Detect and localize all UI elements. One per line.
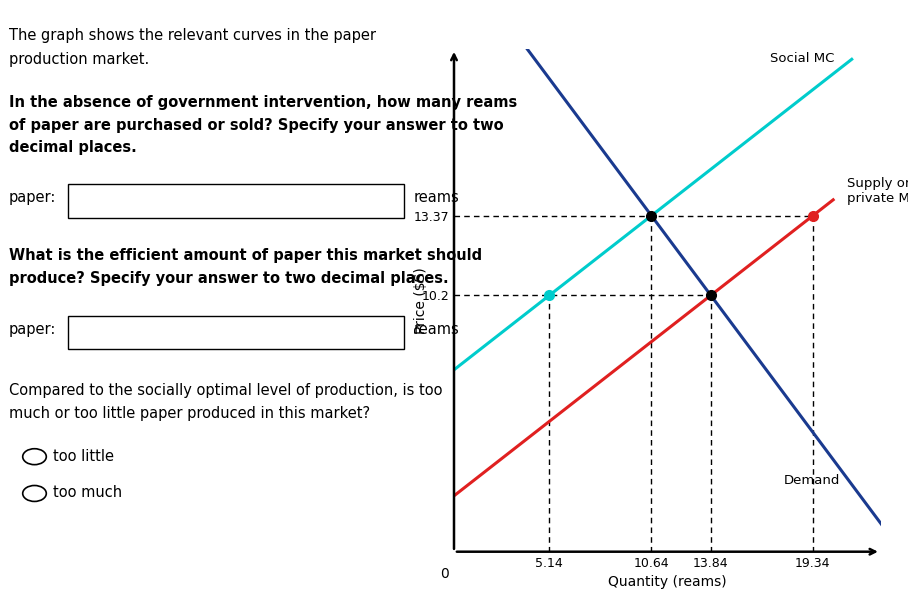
Text: decimal places.: decimal places. — [9, 140, 137, 155]
Text: paper:: paper: — [9, 190, 56, 205]
Text: too much: too much — [53, 485, 122, 500]
Text: In the absence of government intervention, how many reams: In the absence of government interventio… — [9, 95, 518, 110]
Text: 0: 0 — [439, 567, 449, 581]
Text: Supply or
private MC: Supply or private MC — [847, 177, 908, 205]
X-axis label: Quantity (reams): Quantity (reams) — [608, 575, 726, 589]
Text: Social MC: Social MC — [770, 52, 834, 66]
Text: What is the efficient amount of paper this market should: What is the efficient amount of paper th… — [9, 248, 482, 263]
Text: Demand: Demand — [784, 474, 840, 487]
Text: paper:: paper: — [9, 322, 56, 337]
Text: of paper are purchased or sold? Specify your answer to two: of paper are purchased or sold? Specify … — [9, 118, 504, 132]
Text: reams: reams — [413, 190, 459, 205]
Text: Compared to the socially optimal level of production, is too: Compared to the socially optimal level o… — [9, 383, 442, 398]
Text: too little: too little — [53, 449, 114, 463]
Text: reams: reams — [413, 322, 459, 337]
Text: The graph shows the relevant curves in the paper: The graph shows the relevant curves in t… — [9, 28, 376, 42]
Text: produce? Specify your answer to two decimal places.: produce? Specify your answer to two deci… — [9, 271, 449, 286]
Text: much or too little paper produced in this market?: much or too little paper produced in thi… — [9, 406, 370, 421]
Text: Price ($S): Price ($S) — [414, 267, 428, 333]
Text: production market.: production market. — [9, 52, 149, 67]
